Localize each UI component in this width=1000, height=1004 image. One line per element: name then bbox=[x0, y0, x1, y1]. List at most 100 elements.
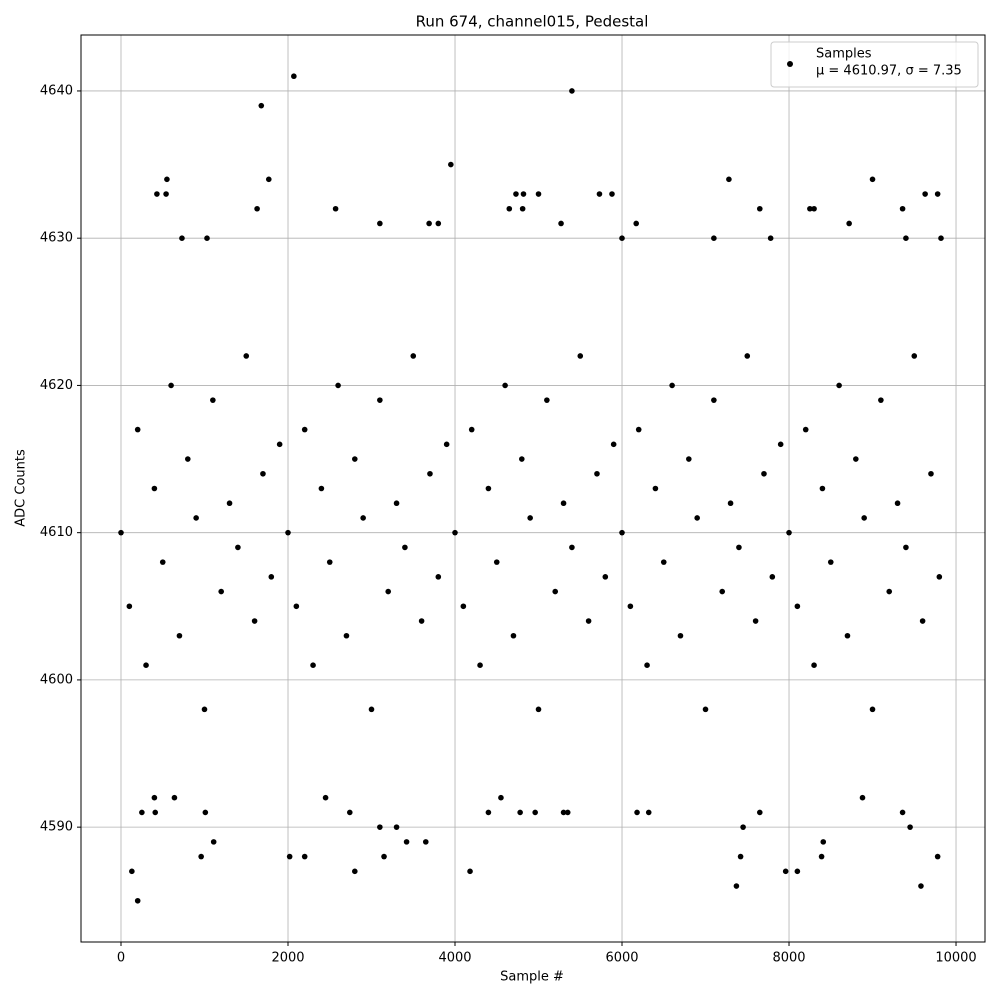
data-point bbox=[744, 353, 751, 359]
data-point bbox=[894, 500, 901, 507]
y-tick-label: 4620 bbox=[40, 378, 73, 393]
data-point bbox=[811, 662, 817, 668]
data-point bbox=[143, 662, 149, 668]
data-point bbox=[498, 794, 504, 801]
data-point bbox=[377, 397, 383, 403]
data-point bbox=[164, 176, 170, 183]
x-tick-label: 10000 bbox=[935, 951, 976, 966]
data-point bbox=[301, 853, 308, 860]
data-point bbox=[243, 353, 250, 359]
data-point bbox=[520, 191, 527, 197]
legend-note: μ = 4610.97, σ = 7.35 bbox=[816, 64, 962, 79]
data-point bbox=[426, 220, 432, 227]
data-point bbox=[326, 559, 333, 565]
data-point bbox=[859, 794, 866, 801]
data-point bbox=[756, 809, 763, 816]
data-point bbox=[204, 235, 210, 241]
data-point bbox=[201, 706, 208, 713]
data-point bbox=[535, 191, 542, 197]
data-point bbox=[535, 706, 542, 713]
data-point bbox=[711, 397, 717, 403]
data-point bbox=[645, 809, 652, 816]
data-point bbox=[179, 235, 185, 241]
data-point bbox=[460, 603, 467, 610]
data-point bbox=[210, 397, 216, 403]
data-point bbox=[258, 102, 265, 109]
data-point bbox=[560, 809, 567, 816]
data-point bbox=[352, 456, 358, 462]
data-point bbox=[139, 809, 145, 816]
data-point bbox=[485, 809, 492, 816]
data-point bbox=[385, 588, 392, 595]
data-point bbox=[886, 588, 893, 595]
data-point bbox=[171, 794, 178, 801]
data-point bbox=[118, 529, 124, 536]
data-point bbox=[602, 574, 609, 580]
data-point bbox=[911, 353, 918, 359]
data-point bbox=[569, 544, 575, 551]
data-point bbox=[448, 161, 454, 168]
data-point bbox=[802, 426, 809, 433]
data-point bbox=[393, 824, 400, 830]
data-point bbox=[126, 603, 133, 610]
data-point bbox=[619, 529, 625, 536]
data-point bbox=[836, 382, 842, 389]
data-point bbox=[846, 220, 852, 227]
data-point bbox=[254, 205, 260, 212]
data-point bbox=[737, 853, 744, 860]
points bbox=[118, 73, 944, 904]
data-point bbox=[719, 588, 726, 595]
data-point bbox=[761, 470, 767, 477]
data-point bbox=[652, 485, 659, 492]
data-point bbox=[435, 220, 442, 227]
data-point bbox=[820, 839, 827, 845]
data-point bbox=[134, 426, 141, 433]
data-point bbox=[610, 441, 617, 448]
data-point bbox=[594, 470, 600, 477]
data-point bbox=[740, 824, 746, 830]
data-point bbox=[899, 809, 906, 816]
data-point bbox=[403, 839, 410, 845]
data-point bbox=[402, 544, 408, 551]
data-point bbox=[154, 191, 160, 197]
data-point bbox=[596, 191, 603, 197]
data-point bbox=[506, 205, 513, 212]
axes-frame bbox=[80, 34, 986, 943]
data-point bbox=[733, 883, 740, 889]
data-point bbox=[660, 559, 667, 565]
data-point bbox=[265, 176, 272, 183]
data-point bbox=[467, 868, 473, 875]
data-point bbox=[861, 515, 867, 521]
data-point bbox=[669, 382, 675, 389]
data-point bbox=[301, 426, 308, 433]
data-point bbox=[919, 618, 926, 624]
data-point bbox=[794, 603, 801, 610]
data-point bbox=[485, 485, 492, 492]
data-point bbox=[844, 632, 851, 639]
data-point bbox=[938, 235, 944, 241]
data-point bbox=[291, 73, 297, 80]
data-point bbox=[226, 500, 233, 507]
data-point bbox=[686, 456, 692, 462]
data-point bbox=[934, 853, 941, 860]
data-point bbox=[527, 515, 533, 521]
data-point bbox=[198, 853, 204, 860]
data-point bbox=[360, 515, 366, 521]
data-point bbox=[129, 868, 135, 875]
data-point bbox=[427, 470, 433, 477]
data-point bbox=[318, 485, 325, 492]
y-tick-label: 4600 bbox=[40, 672, 73, 687]
data-point bbox=[332, 205, 339, 212]
data-point bbox=[151, 485, 158, 492]
data-point bbox=[477, 662, 483, 668]
data-point bbox=[577, 353, 584, 359]
data-point bbox=[368, 706, 375, 713]
y-tick-label: 4630 bbox=[40, 231, 73, 246]
data-point bbox=[286, 853, 293, 860]
data-point bbox=[159, 559, 166, 565]
x-tick-label: 0 bbox=[117, 951, 125, 966]
data-point bbox=[634, 809, 640, 816]
data-point bbox=[310, 662, 316, 668]
data-point bbox=[827, 559, 834, 565]
data-point bbox=[569, 88, 575, 94]
